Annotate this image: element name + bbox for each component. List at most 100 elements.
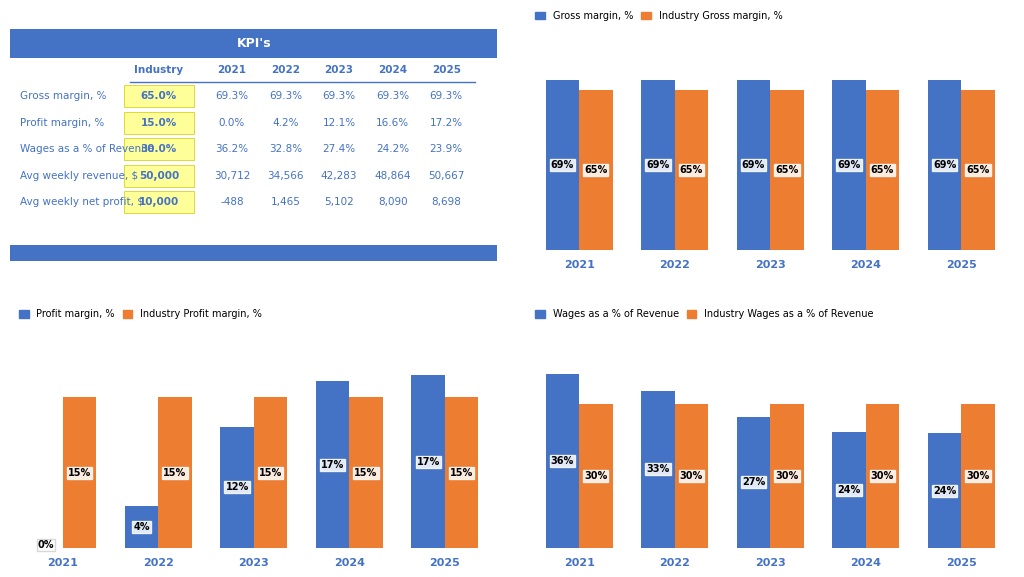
Text: 36%: 36% (551, 456, 574, 466)
Text: 50,000: 50,000 (138, 171, 179, 181)
Text: 12%: 12% (225, 482, 249, 492)
Text: 65%: 65% (585, 165, 607, 175)
Text: 34,566: 34,566 (267, 171, 304, 181)
Text: Industry: Industry (134, 65, 183, 75)
Bar (315, 381, 349, 548)
Bar (833, 80, 865, 250)
Text: 17%: 17% (321, 460, 344, 470)
Text: 65.0%: 65.0% (140, 91, 177, 101)
Text: Avg weekly net profit, $: Avg weekly net profit, $ (20, 197, 143, 207)
Text: 65%: 65% (775, 165, 799, 175)
Text: 15%: 15% (259, 468, 283, 478)
Bar (928, 433, 962, 548)
Text: Gross margin, %: Gross margin, % (20, 91, 106, 101)
Text: 69.3%: 69.3% (376, 91, 410, 101)
Text: 1,465: 1,465 (270, 197, 300, 207)
Text: 32.8%: 32.8% (269, 144, 302, 154)
Text: 10,000: 10,000 (138, 197, 179, 207)
Text: 48,864: 48,864 (375, 171, 411, 181)
FancyBboxPatch shape (10, 245, 498, 261)
Text: 0.0%: 0.0% (219, 118, 245, 128)
Text: 23.9%: 23.9% (430, 144, 463, 154)
Bar (159, 398, 191, 548)
FancyBboxPatch shape (10, 29, 498, 58)
Text: 65%: 65% (967, 165, 989, 175)
Text: 30%: 30% (680, 471, 703, 481)
Text: 17.2%: 17.2% (430, 118, 463, 128)
Text: 5,102: 5,102 (325, 197, 354, 207)
Bar (865, 90, 899, 250)
Text: 24%: 24% (838, 485, 860, 495)
Text: 69.3%: 69.3% (269, 91, 302, 101)
Text: 2022: 2022 (271, 65, 300, 75)
Text: 65%: 65% (680, 165, 703, 175)
Text: 16.6%: 16.6% (376, 118, 410, 128)
Bar (736, 80, 770, 250)
Text: 0%: 0% (38, 540, 54, 550)
Text: 69%: 69% (933, 160, 956, 170)
Bar (962, 404, 994, 548)
Text: 17%: 17% (417, 457, 439, 467)
Bar (546, 80, 580, 250)
Bar (675, 404, 709, 548)
Text: 30.0%: 30.0% (140, 144, 177, 154)
Text: 69%: 69% (551, 160, 574, 170)
Text: 30%: 30% (585, 471, 607, 481)
Text: 69.3%: 69.3% (430, 91, 463, 101)
Text: 30%: 30% (967, 471, 989, 481)
Bar (736, 417, 770, 548)
Bar (546, 374, 580, 548)
Bar (125, 506, 159, 548)
Text: 2025: 2025 (432, 65, 461, 75)
Bar (770, 404, 804, 548)
Text: 12.1%: 12.1% (323, 118, 355, 128)
Text: 69%: 69% (646, 160, 670, 170)
Legend: Wages as a % of Revenue, Industry Wages as a % of Revenue: Wages as a % of Revenue, Industry Wages … (531, 305, 878, 323)
Legend: Gross margin, %, Industry Gross margin, %: Gross margin, %, Industry Gross margin, … (531, 7, 786, 25)
Bar (641, 80, 675, 250)
Text: 27%: 27% (741, 477, 765, 488)
Text: 69.3%: 69.3% (323, 91, 355, 101)
FancyBboxPatch shape (124, 85, 195, 107)
Bar (412, 376, 444, 548)
Text: 2021: 2021 (217, 65, 247, 75)
Bar (349, 398, 383, 548)
Bar (580, 90, 612, 250)
Text: 30%: 30% (775, 471, 799, 481)
Bar (220, 426, 254, 548)
Text: 24%: 24% (933, 486, 956, 496)
Text: Wages as a % of Revenue: Wages as a % of Revenue (20, 144, 154, 154)
Text: 27.4%: 27.4% (323, 144, 355, 154)
Text: 8,090: 8,090 (378, 197, 408, 207)
Text: 15%: 15% (450, 468, 473, 478)
Bar (254, 398, 288, 548)
Bar (770, 90, 804, 250)
Text: 69%: 69% (838, 160, 860, 170)
Text: 36.2%: 36.2% (215, 144, 249, 154)
Text: 50,667: 50,667 (428, 171, 465, 181)
Legend: Profit margin, %, Industry Profit margin, %: Profit margin, %, Industry Profit margin… (15, 305, 266, 323)
Bar (444, 398, 478, 548)
Text: 33%: 33% (646, 464, 670, 474)
Text: 4.2%: 4.2% (272, 118, 299, 128)
Text: 8,698: 8,698 (431, 197, 461, 207)
Bar (962, 90, 994, 250)
Text: Avg weekly revenue, $: Avg weekly revenue, $ (20, 171, 138, 181)
Bar (928, 80, 962, 250)
Text: Profit margin, %: Profit margin, % (20, 118, 104, 128)
Text: 65%: 65% (870, 165, 894, 175)
Text: -488: -488 (220, 197, 244, 207)
Text: 30%: 30% (870, 471, 894, 481)
Bar (580, 404, 612, 548)
Text: 15%: 15% (354, 468, 378, 478)
Bar (641, 391, 675, 548)
Bar (833, 432, 865, 548)
FancyBboxPatch shape (124, 138, 195, 160)
Text: 69.3%: 69.3% (215, 91, 249, 101)
Text: 2024: 2024 (378, 65, 408, 75)
FancyBboxPatch shape (124, 165, 195, 187)
Text: 69%: 69% (741, 160, 765, 170)
Text: 4%: 4% (133, 522, 150, 532)
Bar (865, 404, 899, 548)
Text: 15.0%: 15.0% (140, 118, 177, 128)
